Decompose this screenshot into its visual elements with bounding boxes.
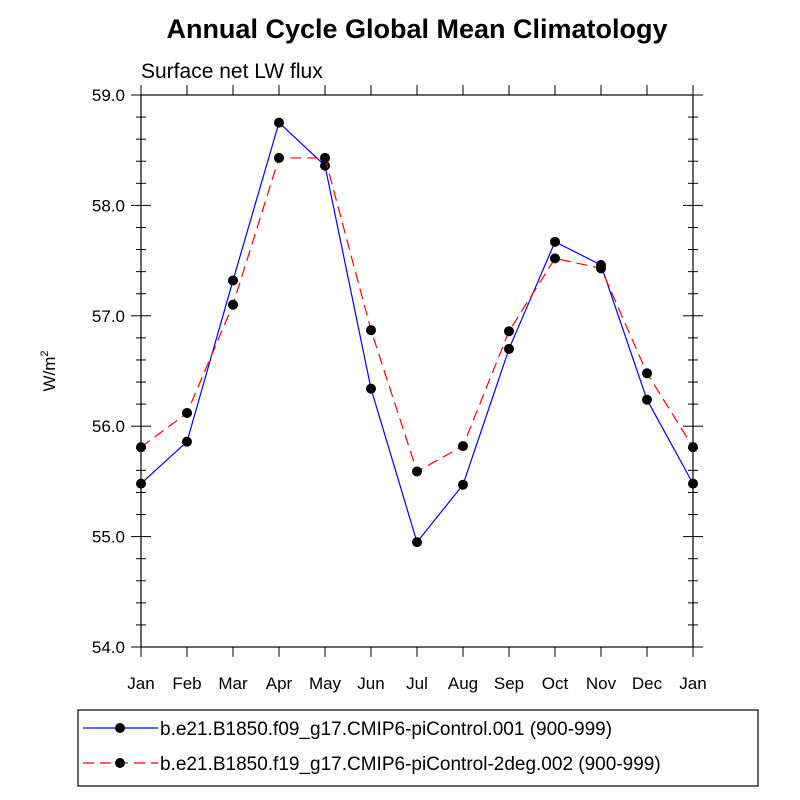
legend-label: b.e21.B1850.f09_g17.CMIP6-piControl.001 … <box>160 719 612 740</box>
chart-subtitle: Surface net LW flux <box>141 60 323 83</box>
legend-marker <box>115 758 125 768</box>
data-point <box>228 275 238 286</box>
data-point <box>458 441 468 452</box>
data-point <box>550 253 560 264</box>
data-point <box>228 299 238 310</box>
data-point <box>596 263 606 274</box>
data-point <box>642 394 652 405</box>
y-tick-label: 54.0 <box>92 638 125 657</box>
x-tick-label: Feb <box>172 674 201 693</box>
plot-frame <box>140 94 694 648</box>
legend-label: b.e21.B1850.f19_g17.CMIP6-piControl-2deg… <box>160 754 661 775</box>
data-point <box>320 160 330 171</box>
y-tick-label: 56.0 <box>92 417 125 436</box>
data-point <box>458 479 468 490</box>
legend: b.e21.B1850.f09_g17.CMIP6-piControl.001 … <box>77 709 759 787</box>
data-point <box>504 326 514 337</box>
y-axis-label-sup: 2 <box>39 350 51 356</box>
data-point <box>412 537 422 548</box>
legend-entry-2: b.e21.B1850.f19_g17.CMIP6-piControl-2deg… <box>83 754 661 775</box>
data-point <box>136 442 146 453</box>
series-1 <box>136 117 698 548</box>
y-axis-label-base: W/m <box>40 357 59 392</box>
data-point <box>366 325 376 336</box>
data-point <box>136 478 146 489</box>
x-tick-label: Jan <box>127 674 154 693</box>
chart-title: Annual Cycle Global Mean Climatology <box>166 14 667 44</box>
y-tick-label: 58.0 <box>92 196 125 215</box>
x-tick-label: Mar <box>218 674 248 693</box>
legend-items: b.e21.B1850.f09_g17.CMIP6-piControl.001 … <box>83 719 661 775</box>
series-layer <box>136 117 698 548</box>
series-line <box>140 121 694 544</box>
axis-ticks: Jan Feb Mar Apr May Jun Jul Aug Sep Oct Nov Dec Jan5… <box>92 85 707 693</box>
y-tick-label: 57.0 <box>92 307 125 326</box>
y-tick-label: 59.0 <box>92 86 125 105</box>
x-tick-label: Sep <box>494 674 524 693</box>
x-tick-label: May <box>309 674 342 693</box>
x-tick-label: Oct <box>542 674 569 693</box>
data-point <box>688 442 698 453</box>
data-point <box>274 152 284 163</box>
x-tick-label: Dec <box>632 674 663 693</box>
legend-marker <box>115 723 125 733</box>
data-point <box>182 407 192 418</box>
legend-entry-1: b.e21.B1850.f09_g17.CMIP6-piControl.001 … <box>83 719 612 740</box>
legend-box <box>77 709 759 787</box>
data-point <box>320 152 330 163</box>
data-point <box>274 117 284 128</box>
x-tick-label: Jan <box>679 674 706 693</box>
x-tick-label: Aug <box>448 674 478 693</box>
y-tick-label: 55.0 <box>92 528 125 547</box>
series-2 <box>136 152 698 477</box>
data-point <box>182 436 192 447</box>
x-tick-label: Nov <box>586 674 617 693</box>
data-point <box>688 478 698 489</box>
x-tick-label: Jul <box>406 674 428 693</box>
y-axis-label: W/m2 <box>39 350 59 391</box>
data-point <box>642 368 652 379</box>
data-point <box>366 383 376 394</box>
data-point <box>412 466 422 477</box>
x-tick-label: Jun <box>357 674 384 693</box>
x-tick-label: Apr <box>266 674 293 693</box>
data-point <box>550 236 560 247</box>
data-point <box>504 343 514 354</box>
